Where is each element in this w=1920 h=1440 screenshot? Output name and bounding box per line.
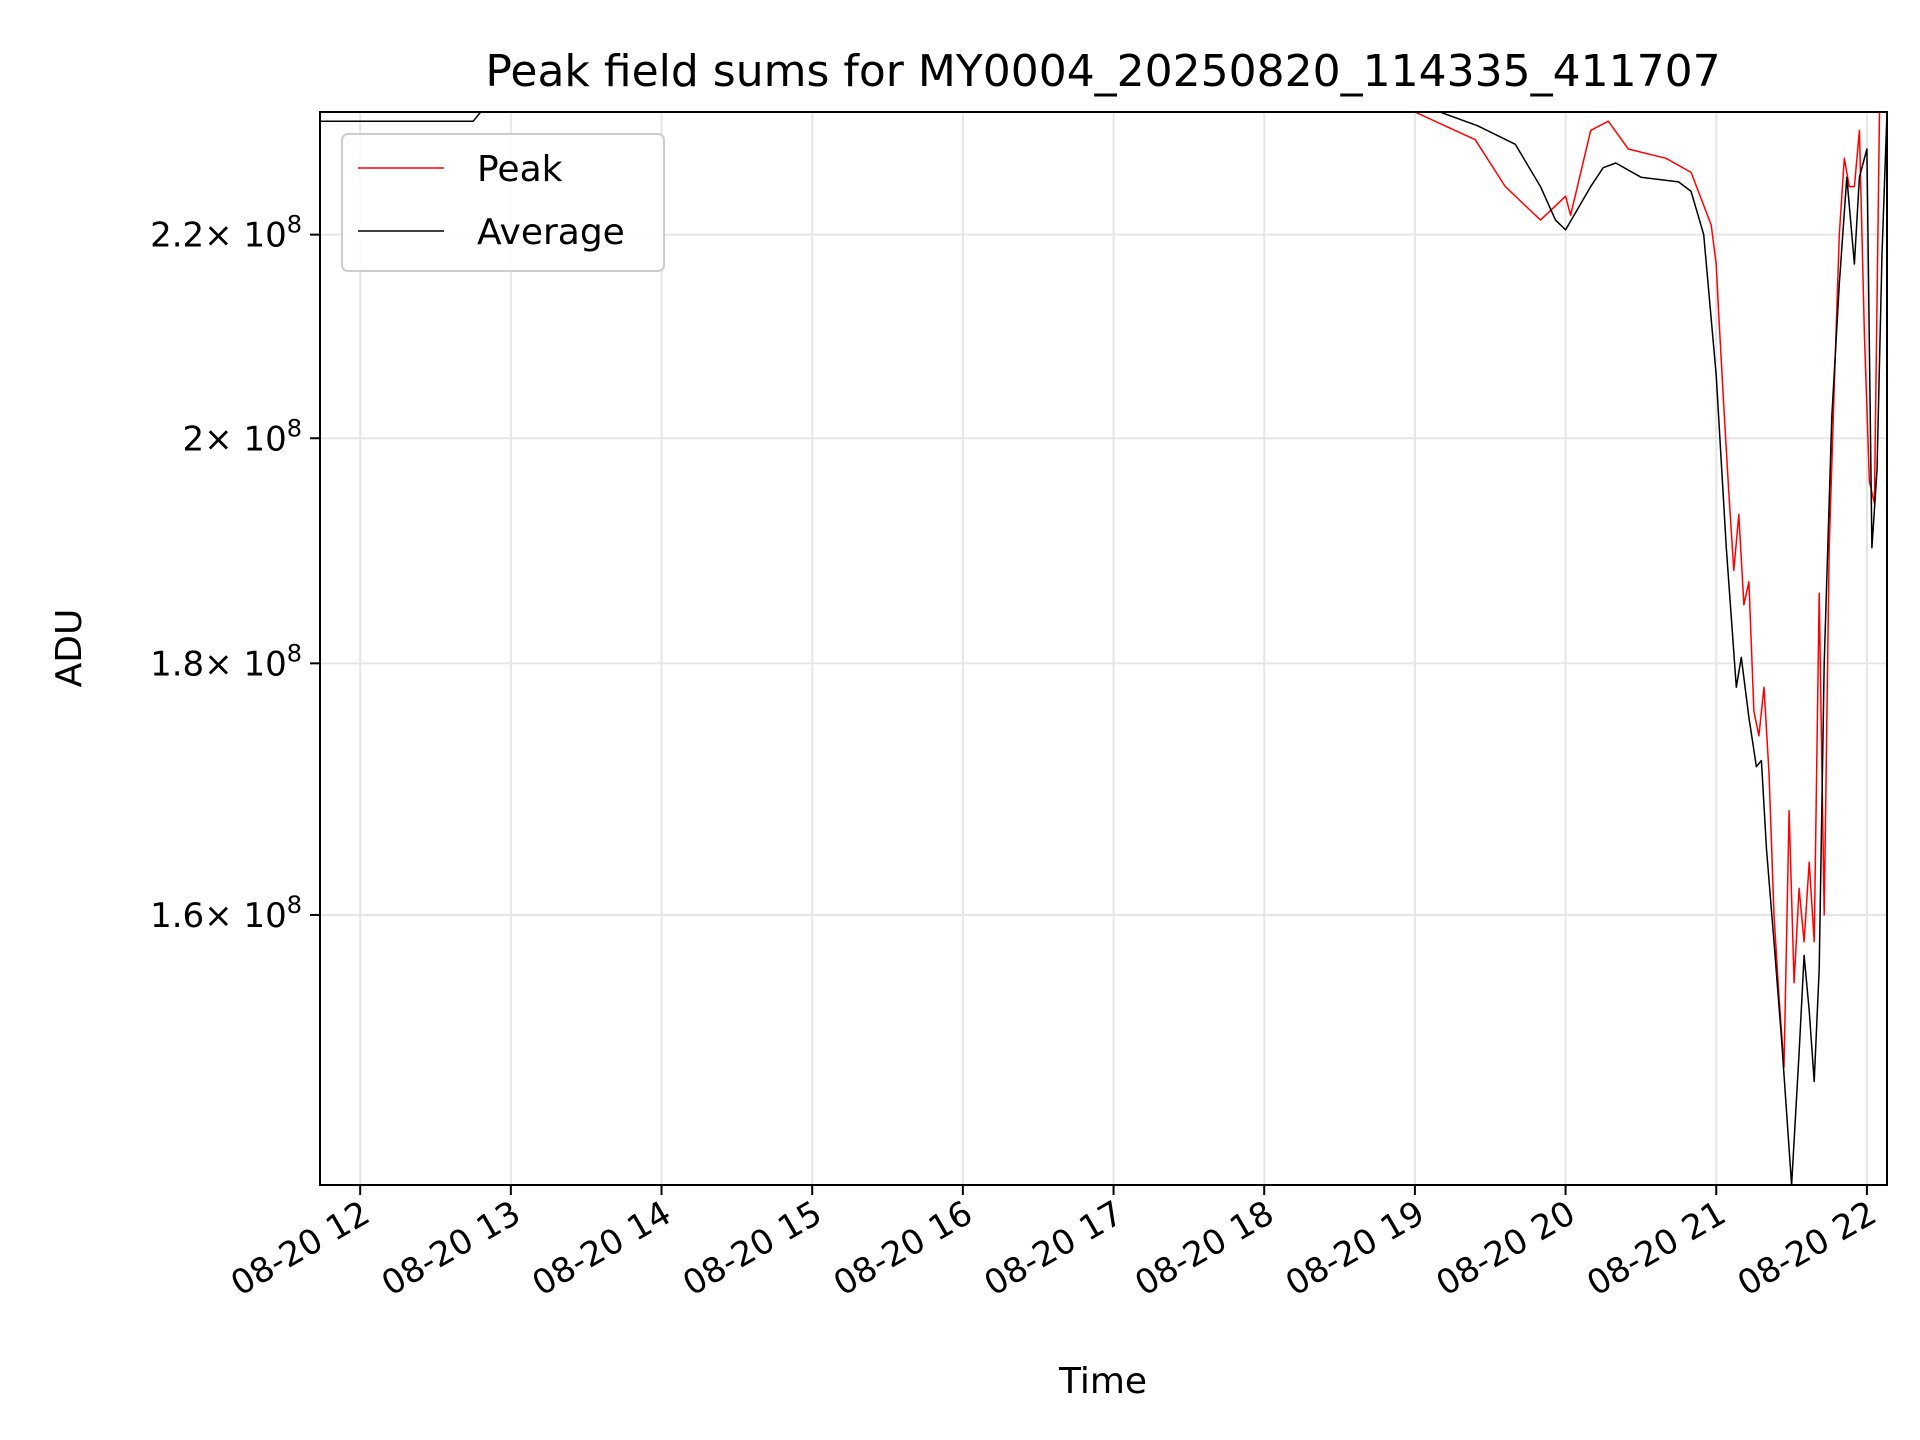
y-axis-label: ADU [49,609,90,688]
plot-frame [319,111,1888,1186]
legend-label-average: Average [477,212,625,253]
y-tick-label: 2.2× 108 [150,211,302,256]
y-tick-mantissa: 1.8 [150,644,204,684]
series-line-peak [1414,112,1881,1068]
chart-title: Peak field sums for MY0004_20250820_1143… [485,46,1720,97]
x-axis-label: Time [1058,1361,1147,1402]
y-tick-exponent: 8 [287,891,302,919]
y-tick-base: × 10 [204,896,287,936]
legend-label-peak: Peak [477,149,563,190]
y-tick-mantissa: 1.6 [150,896,204,936]
y-tick-base: × 10 [204,419,287,459]
grid [320,112,1887,1185]
y-tick-label: 1.6× 108 [150,891,302,936]
y-tick-base: × 10 [204,216,287,256]
series-line-average [320,112,1887,1185]
legend: Peak Average [341,133,665,272]
y-tick-base: × 10 [204,644,287,684]
y-tick-exponent: 8 [287,414,302,442]
y-tick-mantissa: 2.2 [150,216,204,256]
y-tick-exponent: 8 [287,639,302,667]
y-tick-mantissa: 2 [183,419,205,459]
y-tick-label: 2× 108 [183,414,302,459]
series-layer [320,112,1887,1185]
y-tick-exponent: 8 [287,211,302,239]
y-tick-label: 1.8× 108 [150,639,302,684]
